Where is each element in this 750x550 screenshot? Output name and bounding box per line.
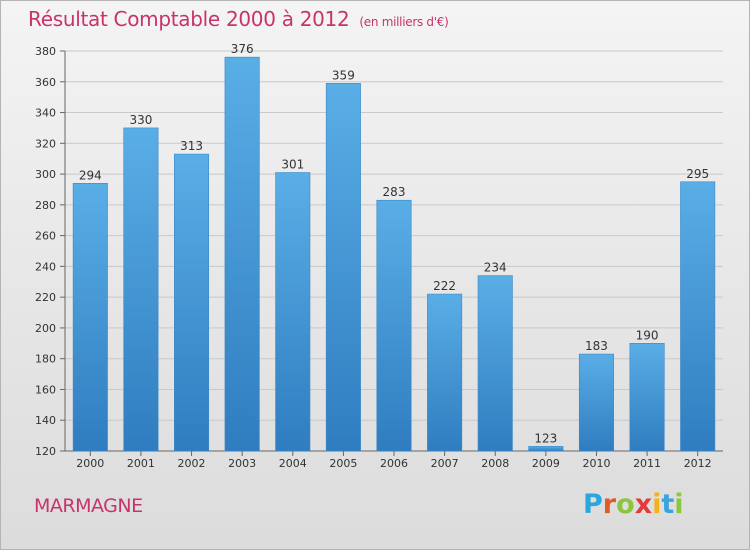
x-tick-label: 2003 <box>228 457 256 470</box>
y-tick-label: 380 <box>35 45 56 58</box>
logo-letter: t <box>661 489 675 520</box>
logo-letter: i <box>674 489 684 520</box>
chart-subtitle: (en milliers d'€) <box>359 15 449 29</box>
bar-2008 <box>477 275 513 452</box>
bar-value-label: 359 <box>332 68 355 82</box>
x-tick-label: 2009 <box>532 457 560 470</box>
x-tick-label: 2002 <box>178 457 206 470</box>
chart-title: Résultat Comptable 2000 à 2012 (en millie… <box>28 7 449 31</box>
x-tick-label: 2000 <box>76 457 104 470</box>
y-tick-label: 200 <box>35 322 56 335</box>
y-tick-label: 300 <box>35 168 56 181</box>
bar-value-label: 294 <box>79 168 102 182</box>
bar-2003 <box>224 56 260 452</box>
logo-letter: P <box>583 489 603 520</box>
logo-letter: r <box>602 489 617 520</box>
bar-2007 <box>427 293 463 452</box>
bar-value-label: 283 <box>383 185 406 199</box>
bar-2000 <box>72 183 108 452</box>
bar-2011 <box>629 343 665 452</box>
logo-letter: x <box>634 489 653 520</box>
bar-2004 <box>275 172 311 452</box>
y-tick-label: 240 <box>35 260 56 273</box>
y-tick-label: 360 <box>35 76 56 89</box>
proxiti-logo: Proxiti <box>583 489 684 520</box>
y-tick-label: 180 <box>35 353 56 366</box>
x-tick-label: 2004 <box>279 457 307 470</box>
bar-2002 <box>174 153 210 452</box>
y-tick-label: 340 <box>35 107 56 120</box>
y-tick-label: 120 <box>35 445 56 458</box>
y-tick-label: 260 <box>35 230 56 243</box>
bar-2006 <box>376 199 412 452</box>
bar-2005 <box>325 83 361 452</box>
y-tick-label: 140 <box>35 414 56 427</box>
bar-value-label: 295 <box>686 167 709 181</box>
commune-name: MARMAGNE <box>34 495 143 517</box>
bar-2010 <box>578 353 614 452</box>
x-tick-label: 2006 <box>380 457 408 470</box>
x-tick-label: 2005 <box>329 457 357 470</box>
bar-value-label: 190 <box>636 328 659 342</box>
y-tick-label: 320 <box>35 137 56 150</box>
bar-2001 <box>123 127 159 452</box>
y-tick-label: 160 <box>35 383 56 396</box>
logo-letter: i <box>652 489 662 520</box>
x-tick-label: 2007 <box>431 457 459 470</box>
y-tick-label: 280 <box>35 199 56 212</box>
x-tick-label: 2011 <box>633 457 661 470</box>
x-tick-label: 2010 <box>582 457 610 470</box>
x-tick-label: 2008 <box>481 457 509 470</box>
x-tick-label: 2001 <box>127 457 155 470</box>
logo-letter: o <box>616 489 635 520</box>
bar-value-label: 301 <box>281 158 304 172</box>
bar-value-label: 222 <box>433 279 456 293</box>
x-tick-label: 2012 <box>684 457 712 470</box>
bar-value-label: 123 <box>534 431 557 445</box>
bar-2012 <box>680 181 716 452</box>
bar-value-label: 234 <box>484 261 507 275</box>
chart-title-text: Résultat Comptable 2000 à 2012 <box>28 7 350 31</box>
bar-value-label: 330 <box>129 113 152 127</box>
bar-value-label: 313 <box>180 139 203 153</box>
bar-value-label: 183 <box>585 339 608 353</box>
bar-value-label: 376 <box>231 42 254 56</box>
bar-2009 <box>528 446 564 452</box>
y-tick-label: 220 <box>35 291 56 304</box>
